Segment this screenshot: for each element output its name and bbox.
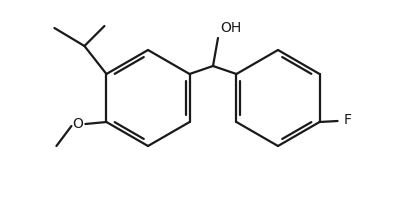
Text: OH: OH [220,21,241,35]
Text: F: F [344,113,352,127]
Text: O: O [72,117,83,131]
